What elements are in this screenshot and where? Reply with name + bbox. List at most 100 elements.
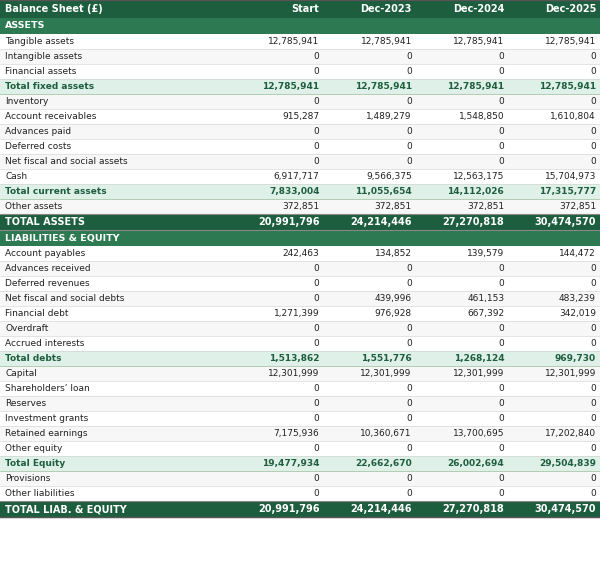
Text: 0: 0 — [590, 474, 596, 483]
Bar — [323, 441, 416, 456]
Bar — [0, 336, 231, 351]
Text: 0: 0 — [314, 474, 319, 483]
Bar — [323, 291, 416, 306]
Bar — [231, 471, 323, 486]
Bar — [0, 381, 231, 396]
Text: 11,055,654: 11,055,654 — [355, 187, 412, 196]
Bar — [0, 214, 231, 230]
Text: Deferred costs: Deferred costs — [5, 142, 71, 151]
Bar — [508, 49, 600, 64]
Text: ASSETS: ASSETS — [5, 22, 46, 31]
Bar — [508, 366, 600, 381]
Text: 0: 0 — [314, 97, 319, 106]
Bar — [0, 456, 231, 471]
Text: 0: 0 — [499, 444, 504, 453]
Text: Advances received: Advances received — [5, 264, 91, 273]
Text: 372,851: 372,851 — [559, 202, 596, 211]
Bar — [231, 291, 323, 306]
Text: 0: 0 — [406, 52, 412, 61]
Text: 12,301,999: 12,301,999 — [268, 369, 319, 378]
Bar — [508, 471, 600, 486]
Bar — [416, 396, 508, 411]
Text: Financial debt: Financial debt — [5, 309, 68, 318]
Text: Retained earnings: Retained earnings — [5, 429, 88, 438]
Text: 0: 0 — [406, 474, 412, 483]
Text: 461,153: 461,153 — [467, 294, 504, 303]
Bar — [508, 381, 600, 396]
Bar — [0, 18, 231, 34]
Text: 1,268,124: 1,268,124 — [454, 354, 504, 363]
Bar — [416, 124, 508, 139]
Text: 915,287: 915,287 — [282, 112, 319, 121]
Bar — [416, 351, 508, 366]
Text: 1,548,850: 1,548,850 — [458, 112, 504, 121]
Bar — [231, 214, 323, 230]
Text: 19,477,934: 19,477,934 — [262, 459, 319, 468]
Bar — [508, 184, 600, 199]
Bar — [416, 154, 508, 169]
Text: 0: 0 — [314, 414, 319, 423]
Bar — [508, 154, 600, 169]
Bar — [508, 18, 600, 34]
Text: Total debts: Total debts — [5, 354, 62, 363]
Text: 0: 0 — [590, 339, 596, 348]
Text: 12,301,999: 12,301,999 — [453, 369, 504, 378]
Text: 1,610,804: 1,610,804 — [550, 112, 596, 121]
Bar — [0, 411, 231, 426]
Text: Account receivables: Account receivables — [5, 112, 97, 121]
Bar — [416, 336, 508, 351]
Bar — [0, 501, 231, 517]
Text: 0: 0 — [406, 157, 412, 166]
Bar — [508, 34, 600, 49]
Bar — [323, 246, 416, 261]
Bar — [0, 321, 231, 336]
Text: 372,851: 372,851 — [282, 202, 319, 211]
Bar — [416, 441, 508, 456]
Text: LIABILITIES & EQUITY: LIABILITIES & EQUITY — [5, 234, 119, 242]
Bar — [416, 230, 508, 246]
Bar — [323, 18, 416, 34]
Bar — [323, 184, 416, 199]
Bar — [231, 426, 323, 441]
Bar — [231, 169, 323, 184]
Text: 372,851: 372,851 — [467, 202, 504, 211]
Bar — [323, 426, 416, 441]
Bar — [508, 230, 600, 246]
Bar — [0, 351, 231, 366]
Bar — [323, 214, 416, 230]
Bar — [323, 261, 416, 276]
Bar — [416, 501, 508, 517]
Text: 0: 0 — [499, 339, 504, 348]
Text: Deferred revenues: Deferred revenues — [5, 279, 89, 288]
Text: 1,513,862: 1,513,862 — [269, 354, 319, 363]
Bar — [323, 321, 416, 336]
Text: 12,785,941: 12,785,941 — [262, 82, 319, 91]
Text: Total current assets: Total current assets — [5, 187, 107, 196]
Bar — [508, 169, 600, 184]
Bar — [508, 321, 600, 336]
Bar — [231, 276, 323, 291]
Text: Account payables: Account payables — [5, 249, 85, 258]
Text: 0: 0 — [499, 489, 504, 498]
Bar — [508, 456, 600, 471]
Bar — [0, 276, 231, 291]
Bar — [416, 18, 508, 34]
Bar — [0, 306, 231, 321]
Text: 14,112,026: 14,112,026 — [448, 187, 504, 196]
Bar — [323, 199, 416, 214]
Text: Overdraft: Overdraft — [5, 324, 49, 333]
Bar — [231, 246, 323, 261]
Bar — [323, 169, 416, 184]
Text: 30,474,570: 30,474,570 — [535, 217, 596, 227]
Text: 12,563,175: 12,563,175 — [453, 172, 504, 181]
Text: 0: 0 — [590, 444, 596, 453]
Text: 976,928: 976,928 — [374, 309, 412, 318]
Bar — [231, 49, 323, 64]
Bar — [508, 246, 600, 261]
Text: Dec-2023: Dec-2023 — [361, 4, 412, 14]
Text: 0: 0 — [590, 279, 596, 288]
Text: 0: 0 — [406, 339, 412, 348]
Bar — [508, 109, 600, 124]
Text: 0: 0 — [499, 384, 504, 393]
Bar — [508, 351, 600, 366]
